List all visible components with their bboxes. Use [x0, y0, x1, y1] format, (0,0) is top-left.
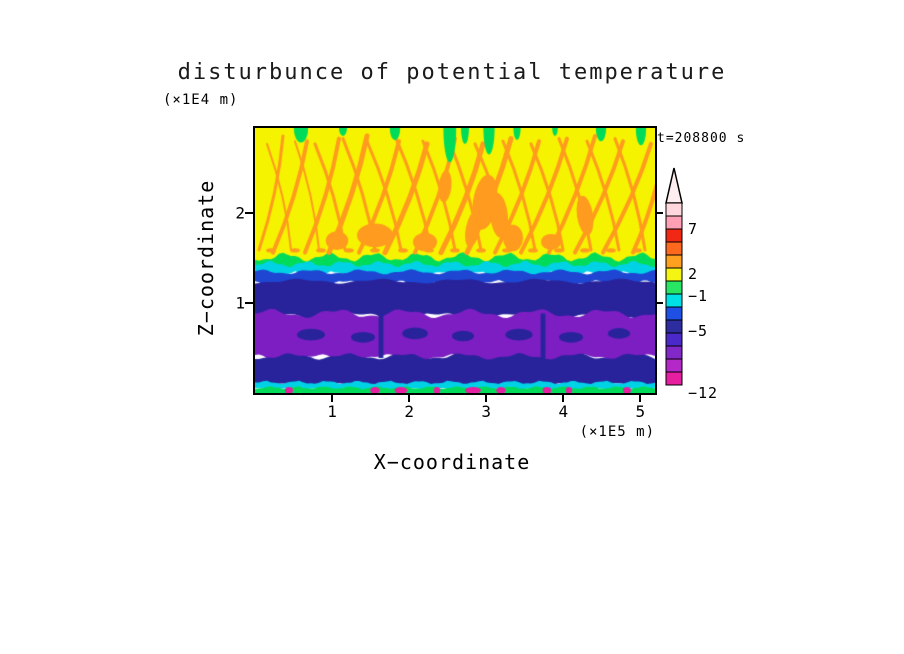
x-tick — [485, 395, 488, 402]
colorbar-label: −12 — [688, 384, 719, 402]
x-tick-label: 5 — [635, 402, 646, 421]
colorbar-tip — [665, 167, 683, 204]
colorbar-label: −5 — [688, 322, 709, 340]
y-tick-right — [657, 302, 663, 305]
colorbar-segment — [665, 215, 683, 230]
colorbar-segment — [665, 358, 683, 373]
timestamp-label: t=208800 s — [657, 131, 746, 146]
x-tick-label: 3 — [481, 402, 492, 421]
chart-title: disturbunce of potential temperature — [177, 60, 727, 85]
colorbar-segment — [665, 254, 683, 269]
colorbar — [665, 167, 683, 386]
x-axis-unit: (×1E5 m) — [579, 424, 655, 440]
x-tick — [408, 395, 411, 402]
colorbar-segment — [665, 241, 683, 256]
x-tick-label: 4 — [558, 402, 569, 421]
colorbar-segment — [665, 202, 683, 217]
x-axis-title: X−coordinate — [373, 450, 531, 474]
plot-area — [253, 126, 657, 395]
x-tick — [639, 395, 642, 402]
colorbar-label: 2 — [688, 265, 699, 283]
colorbar-segment — [665, 267, 683, 282]
contour-canvas — [255, 128, 655, 393]
colorbar-segment — [665, 228, 683, 243]
colorbar-label: −1 — [688, 287, 709, 305]
y-tick — [245, 212, 253, 215]
colorbar-segment — [665, 306, 683, 321]
colorbar-segment — [665, 319, 683, 334]
x-tick-label: 2 — [404, 402, 414, 421]
colorbar-segment — [665, 345, 683, 360]
x-tick-label: 1 — [327, 402, 337, 421]
y-tick-label: 1 — [235, 293, 245, 313]
colorbar-segment — [665, 371, 683, 386]
y-tick — [245, 302, 253, 305]
colorbar-segment — [665, 280, 683, 295]
colorbar-segment — [665, 293, 683, 308]
x-tick — [331, 395, 334, 402]
y-tick-label: 2 — [235, 203, 245, 223]
x-tick — [562, 395, 565, 402]
colorbar-segment — [665, 332, 683, 347]
y-axis-unit: (×1E4 m) — [163, 92, 239, 108]
colorbar-label: 7 — [688, 220, 699, 238]
y-tick-right — [657, 212, 663, 215]
